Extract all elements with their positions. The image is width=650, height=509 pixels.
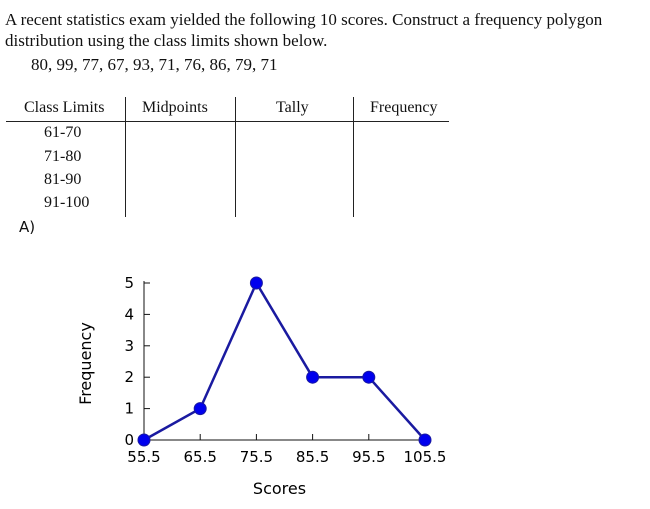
data-point [362,370,376,384]
series-line [143,280,426,442]
data-point [306,370,320,384]
data-point [249,276,263,290]
x-axis-label: Scores [253,479,306,498]
x-tick-label: 75.5 [240,448,273,466]
table-row-class-limit: 61-70 [44,124,82,141]
y-tick-label: 4 [124,305,134,323]
y-tick-label: 0 [124,431,134,449]
table-column-divider [125,97,126,217]
y-tick-label: 1 [124,400,134,418]
header-class-limits: Class Limits [24,99,105,116]
header-midpoints: Midpoints [142,99,208,116]
y-tick-label: 2 [124,368,134,386]
option-label: A) [19,218,36,236]
question-text-line-2: distribution using the class limits show… [5,31,328,50]
table-column-divider [235,97,236,217]
table-column-divider [353,97,354,217]
score-list: 80, 99, 77, 67, 93, 71, 76, 86, 79, 71 [31,55,278,74]
chart-series [137,276,432,447]
y-tick-label: 3 [124,337,134,355]
data-point [193,402,207,416]
data-point [137,433,151,447]
data-point [418,433,432,447]
x-tick-label: 55.5 [127,448,160,466]
header-frequency: Frequency [370,99,438,116]
x-ticks: 55.5 65.5 75.5 85.5 95.5 105.5 [127,434,446,466]
table-row-class-limit: 71-80 [44,148,82,165]
x-tick-label: 65.5 [183,448,216,466]
table-row-class-limit: 91-100 [44,194,90,211]
x-tick-label: 95.5 [352,448,385,466]
question-text-line-1: A recent statistics exam yielded the fol… [5,10,603,29]
y-ticks: 0 1 2 3 4 5 [124,274,150,449]
x-tick-label: 85.5 [296,448,329,466]
x-tick-label: 105.5 [404,448,447,466]
y-tick-label: 5 [124,274,134,292]
table-row-class-limit: 81-90 [44,171,82,188]
header-tally: Tally [276,99,309,116]
table-header-divider [6,121,449,122]
chart-axes [143,281,425,441]
y-axis-label: Frequency [76,322,95,405]
